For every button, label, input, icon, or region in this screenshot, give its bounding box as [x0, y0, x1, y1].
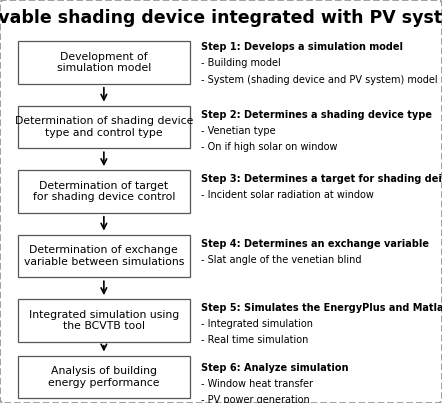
Text: - On if high solar on window: - On if high solar on window: [201, 142, 338, 152]
Text: Step 5: Simulates the EnergyPlus and Matlab: Step 5: Simulates the EnergyPlus and Mat…: [201, 303, 442, 313]
FancyBboxPatch shape: [18, 299, 190, 342]
Text: Determination of exchange
variable between simulations: Determination of exchange variable betwe…: [24, 245, 184, 267]
Text: - Integrated simulation: - Integrated simulation: [201, 319, 313, 329]
Text: Development of
simulation model: Development of simulation model: [57, 52, 151, 73]
Text: Step 4: Determines an exchange variable: Step 4: Determines an exchange variable: [201, 239, 429, 249]
Text: Step 2: Determines a shading device type: Step 2: Determines a shading device type: [201, 110, 432, 120]
FancyBboxPatch shape: [18, 170, 190, 213]
Text: - Venetian type: - Venetian type: [201, 126, 276, 136]
Text: Step 3: Determines a target for shading deice control: Step 3: Determines a target for shading …: [201, 174, 442, 184]
Text: Step 1: Develops a simulation model: Step 1: Develops a simulation model: [201, 42, 403, 52]
Text: Movable shading device integrated with PV system: Movable shading device integrated with P…: [0, 9, 442, 27]
Text: - Building model: - Building model: [201, 58, 281, 69]
FancyBboxPatch shape: [18, 106, 190, 148]
FancyBboxPatch shape: [18, 42, 190, 84]
Text: - Slat angle of the venetian blind: - Slat angle of the venetian blind: [201, 255, 362, 265]
FancyBboxPatch shape: [18, 235, 190, 277]
Text: - System (shading device and PV system) model: - System (shading device and PV system) …: [201, 75, 438, 85]
Text: Determination of shading device
type and control type: Determination of shading device type and…: [15, 116, 193, 138]
Text: Integrated simulation using
the BCVTB tool: Integrated simulation using the BCVTB to…: [29, 310, 179, 331]
Text: - PV power generation: - PV power generation: [201, 395, 310, 403]
Text: Step 6: Analyze simulation: Step 6: Analyze simulation: [201, 363, 349, 373]
Text: - Incident solar radiation at window: - Incident solar radiation at window: [201, 190, 374, 200]
Text: Determination of target
for shading device control: Determination of target for shading devi…: [33, 181, 175, 202]
Text: - Real time simulation: - Real time simulation: [201, 335, 309, 345]
Text: Analysis of building
energy performance: Analysis of building energy performance: [48, 366, 160, 388]
FancyBboxPatch shape: [18, 356, 190, 398]
Text: - Window heat transfer: - Window heat transfer: [201, 379, 313, 389]
